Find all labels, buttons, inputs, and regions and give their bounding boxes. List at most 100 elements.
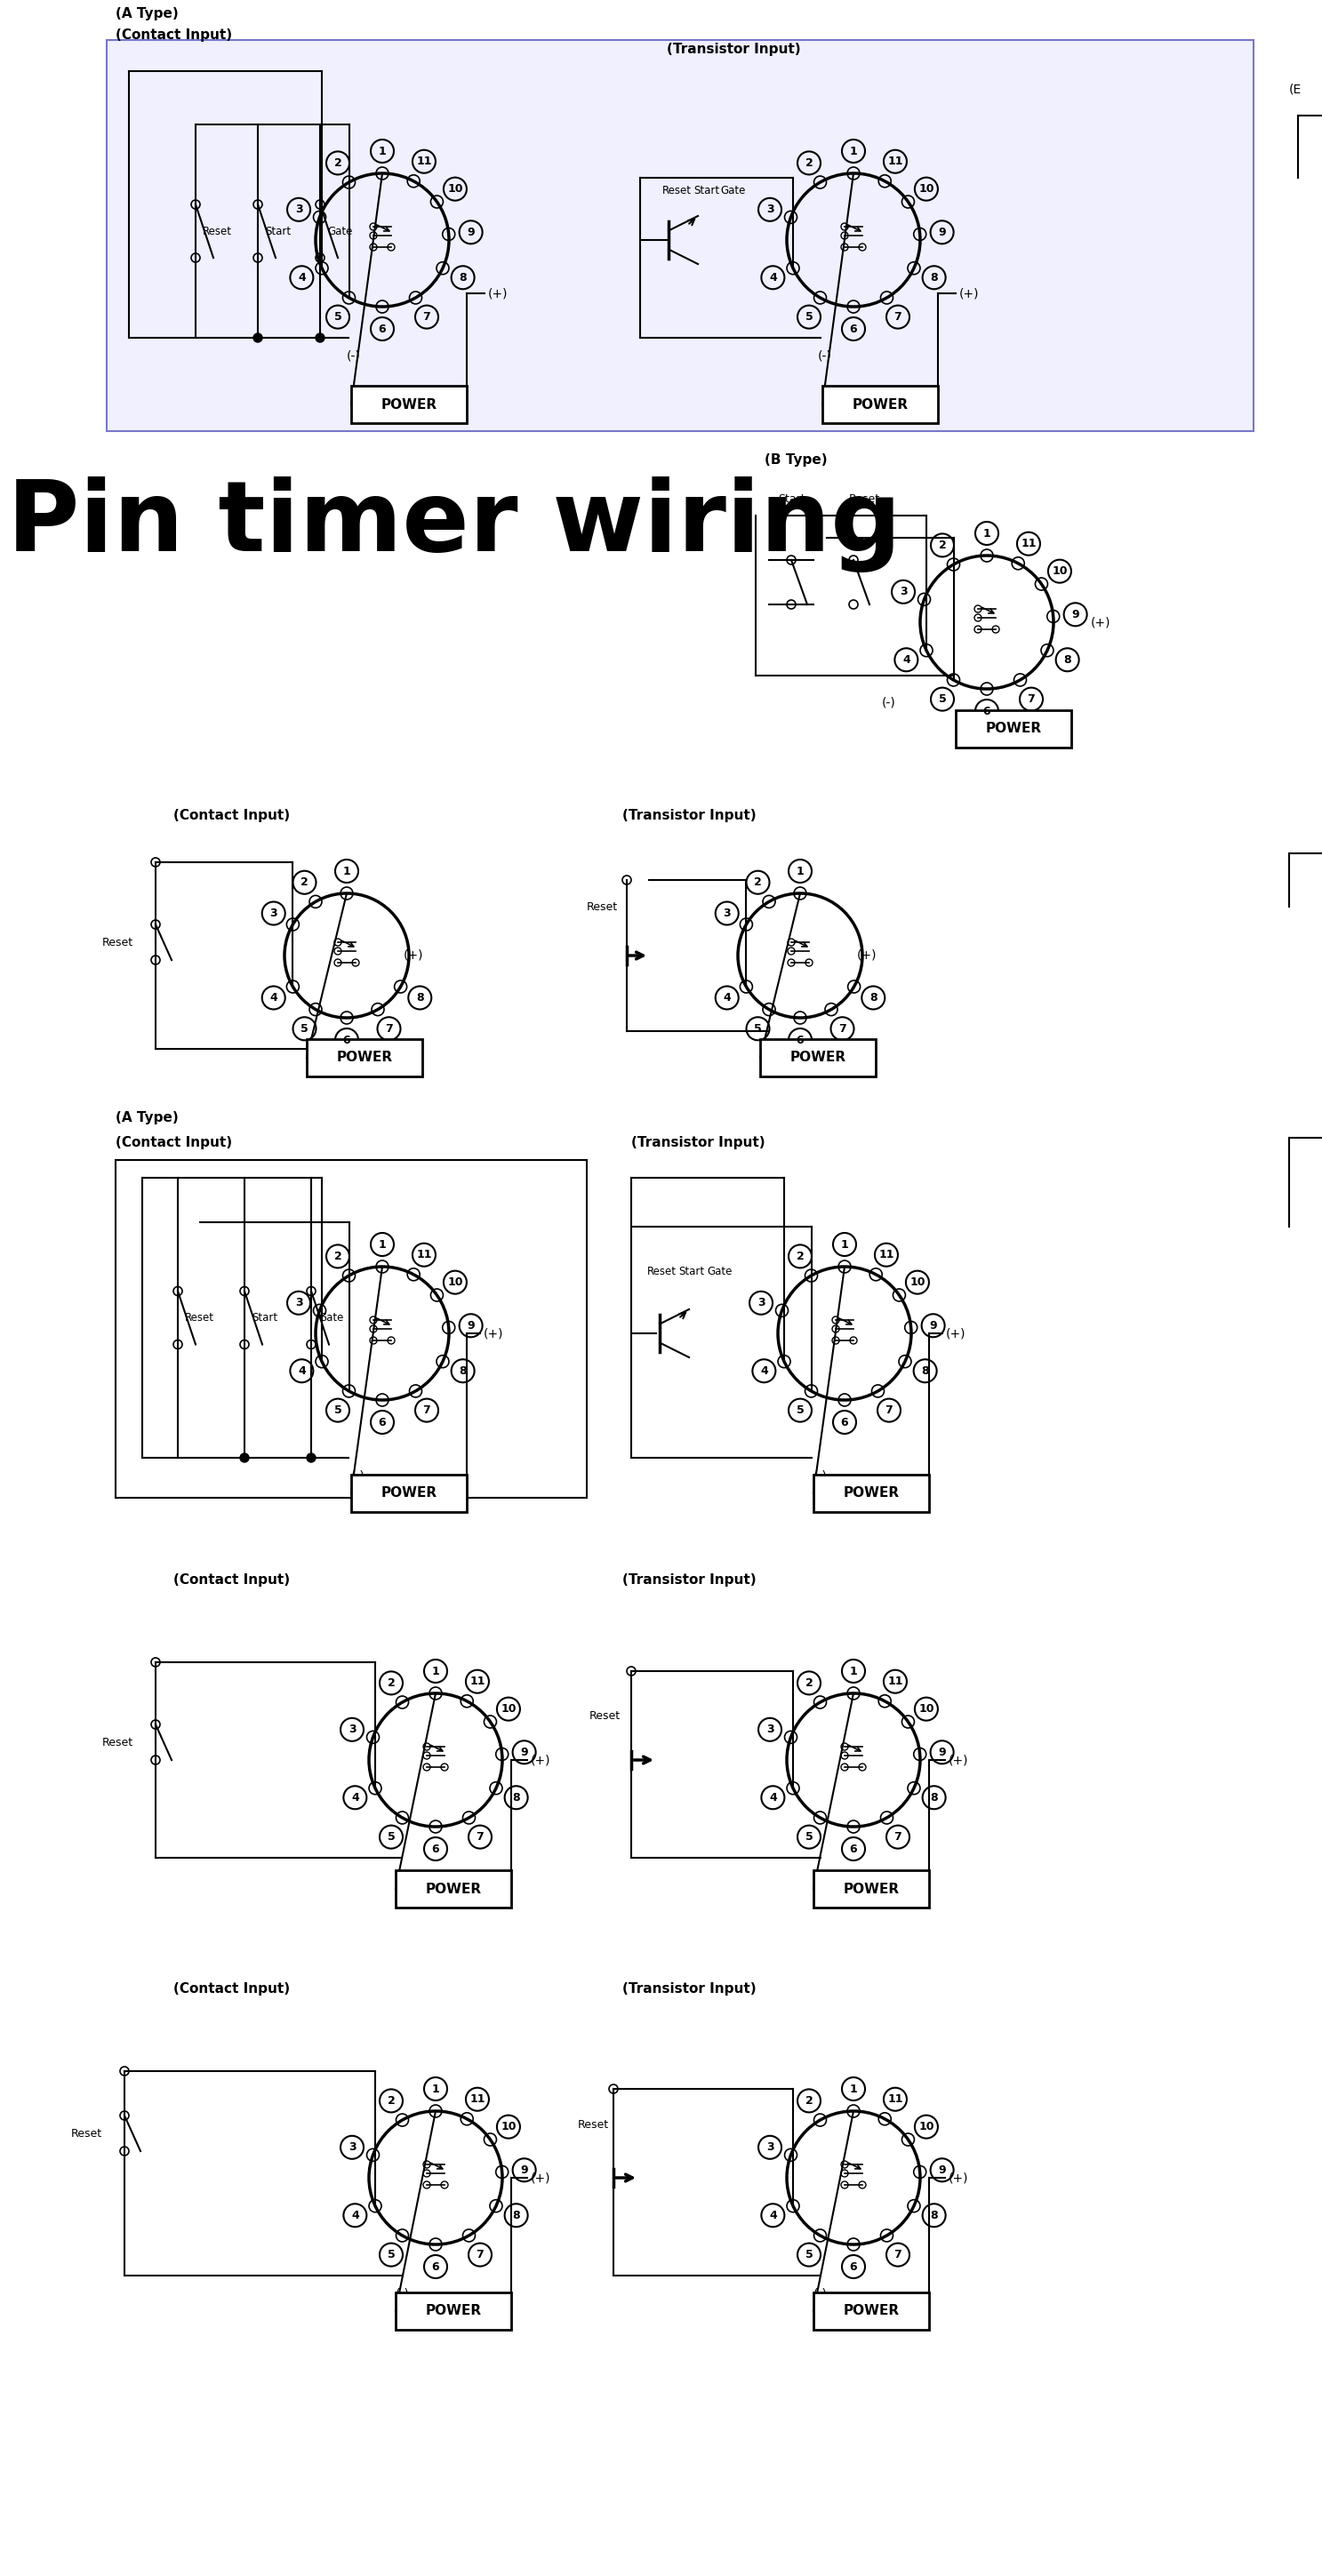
Text: 7: 7 xyxy=(423,1404,431,1417)
Text: 4: 4 xyxy=(760,1365,768,1376)
Bar xyxy=(307,1038,422,1077)
Text: (Contact Input): (Contact Input) xyxy=(173,809,290,822)
Text: 4: 4 xyxy=(270,992,278,1005)
Text: 7: 7 xyxy=(886,1404,892,1417)
Text: Reset: Reset xyxy=(185,1311,214,1324)
Text: (+): (+) xyxy=(530,2172,550,2184)
Text: (-): (-) xyxy=(308,1056,323,1069)
Text: 7: 7 xyxy=(838,1023,846,1036)
Text: 8: 8 xyxy=(459,1365,467,1376)
Text: 5: 5 xyxy=(939,693,947,706)
Text: 8: 8 xyxy=(459,273,467,283)
Bar xyxy=(115,1159,587,1497)
Text: (Transistor Input): (Transistor Input) xyxy=(623,1574,756,1587)
Text: (+): (+) xyxy=(945,1327,965,1340)
Text: (Transistor Input): (Transistor Input) xyxy=(623,1981,756,1996)
Text: (+): (+) xyxy=(403,951,423,961)
Text: 6: 6 xyxy=(850,322,857,335)
Text: 11: 11 xyxy=(887,155,903,167)
Bar xyxy=(813,2293,929,2329)
Text: (+): (+) xyxy=(948,1754,968,1767)
Text: 6: 6 xyxy=(432,2262,439,2272)
Text: 6: 6 xyxy=(850,1842,857,1855)
Text: Reset: Reset xyxy=(202,224,233,237)
Text: POWER: POWER xyxy=(843,2306,899,2318)
Text: 3: 3 xyxy=(295,204,303,216)
Bar xyxy=(352,1473,467,1512)
Text: 11: 11 xyxy=(887,1677,903,1687)
Text: 5: 5 xyxy=(334,1404,341,1417)
Text: 3: 3 xyxy=(767,2141,773,2154)
Text: 5: 5 xyxy=(334,312,341,322)
Text: (+): (+) xyxy=(1091,616,1110,629)
Circle shape xyxy=(307,1453,316,1463)
Text: 3: 3 xyxy=(348,1723,356,1736)
Text: (B Type): (B Type) xyxy=(764,453,828,466)
Text: 10: 10 xyxy=(919,183,935,196)
Text: 1: 1 xyxy=(984,528,990,538)
Text: 2: 2 xyxy=(805,2094,813,2107)
Text: (-): (-) xyxy=(350,1468,365,1481)
Text: (Contact Input): (Contact Input) xyxy=(115,1136,233,1149)
Text: Start: Start xyxy=(694,185,719,196)
Text: Reset: Reset xyxy=(71,2128,102,2138)
Text: 5: 5 xyxy=(387,2249,395,2262)
Text: (Transistor Input): (Transistor Input) xyxy=(631,1136,765,1149)
Text: 8: 8 xyxy=(416,992,424,1005)
Text: 9: 9 xyxy=(1072,608,1079,621)
Text: 6: 6 xyxy=(432,1842,439,1855)
Text: 4: 4 xyxy=(769,2210,777,2221)
Text: 11: 11 xyxy=(1021,538,1036,549)
Text: 10: 10 xyxy=(919,1703,935,1716)
Text: 2: 2 xyxy=(300,876,308,889)
Text: 3: 3 xyxy=(758,1298,765,1309)
Text: (+): (+) xyxy=(488,286,508,299)
Text: 2: 2 xyxy=(387,2094,395,2107)
Text: Gate: Gate xyxy=(319,1311,344,1324)
Text: 4: 4 xyxy=(297,273,305,283)
Text: 7: 7 xyxy=(894,2249,902,2262)
Text: 3: 3 xyxy=(767,204,773,216)
Bar xyxy=(760,1038,875,1077)
Text: 3: 3 xyxy=(295,1298,303,1309)
Text: 11: 11 xyxy=(416,1249,432,1260)
Text: 8: 8 xyxy=(921,1365,929,1376)
Text: 2: 2 xyxy=(387,1677,395,1690)
Bar xyxy=(956,711,1071,747)
Text: 2: 2 xyxy=(805,1677,813,1690)
Text: POWER: POWER xyxy=(426,1883,481,1896)
Circle shape xyxy=(241,1453,249,1463)
Text: 1: 1 xyxy=(378,144,386,157)
Text: 7: 7 xyxy=(385,1023,393,1036)
Text: Start: Start xyxy=(678,1265,705,1278)
Text: 1: 1 xyxy=(342,866,350,876)
Text: 1: 1 xyxy=(378,1239,386,1249)
Text: 10: 10 xyxy=(919,2120,935,2133)
Text: Reset: Reset xyxy=(578,2117,609,2130)
Text: 1: 1 xyxy=(432,2084,439,2094)
Text: 8: 8 xyxy=(931,1793,937,1803)
Text: 3: 3 xyxy=(270,907,278,920)
Text: Start: Start xyxy=(251,1311,278,1324)
Text: 9: 9 xyxy=(467,1319,475,1332)
Text: (-): (-) xyxy=(813,1870,828,1883)
Text: 6: 6 xyxy=(850,2262,857,2272)
Text: (-): (-) xyxy=(813,1468,828,1481)
Text: (+): (+) xyxy=(483,1327,504,1340)
Text: 6: 6 xyxy=(342,1033,350,1046)
Text: 8: 8 xyxy=(1064,654,1071,665)
Text: Gate: Gate xyxy=(720,185,746,196)
Text: 1: 1 xyxy=(841,1239,849,1249)
Text: (Transistor Input): (Transistor Input) xyxy=(623,809,756,822)
Text: 11: 11 xyxy=(469,1677,485,1687)
Bar xyxy=(813,1473,929,1512)
Text: 9: 9 xyxy=(939,1747,945,1757)
Text: 1: 1 xyxy=(796,866,804,876)
Circle shape xyxy=(254,332,262,343)
Text: 7: 7 xyxy=(476,1832,484,1842)
Text: 11: 11 xyxy=(416,155,432,167)
Text: Reset: Reset xyxy=(590,1710,620,1721)
Text: 3: 3 xyxy=(899,587,907,598)
Text: POWER: POWER xyxy=(843,1486,899,1499)
Text: 2: 2 xyxy=(805,157,813,170)
